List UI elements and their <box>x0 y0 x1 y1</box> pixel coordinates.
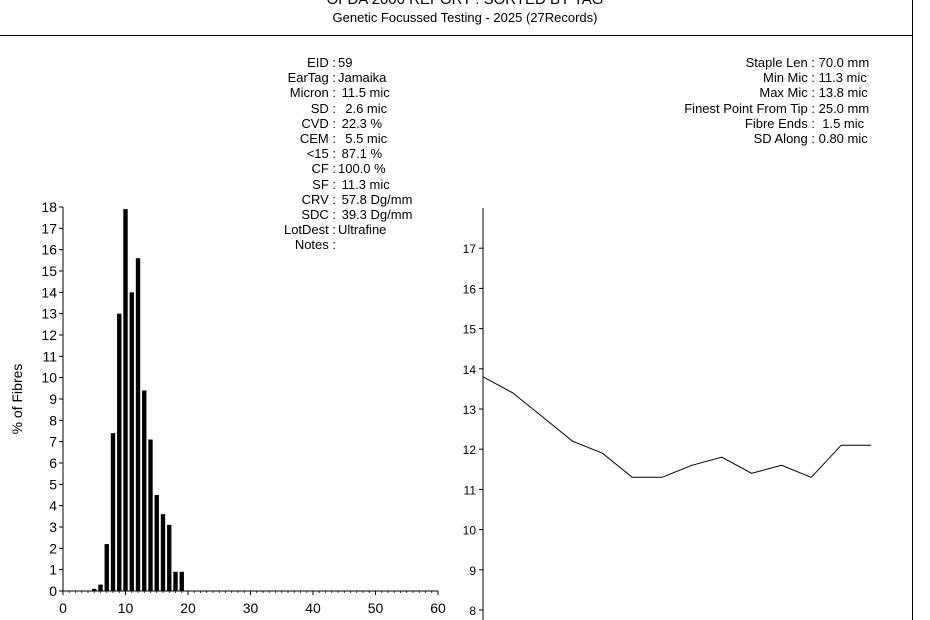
line-y-tick-label: 15 <box>463 323 477 337</box>
stat-value: 0.80 mic <box>815 131 868 146</box>
line-y-tick-label: 16 <box>463 282 477 296</box>
stat-label: <15 : <box>306 146 336 162</box>
stat-label: CF : <box>311 161 336 177</box>
line-y-tick-label: 14 <box>463 363 477 377</box>
hist-y-tick-label: 8 <box>49 412 57 428</box>
stat-label: EarTag : <box>287 70 336 86</box>
stat-label: Micron : <box>289 85 336 101</box>
stat-label: LotDest : <box>283 222 336 238</box>
hist-y-tick-label: 0 <box>49 583 57 599</box>
hist-x-tick-label: 40 <box>305 600 321 616</box>
stat-value: 1.5 mic <box>815 115 865 131</box>
hist-y-axis-label: % of Fibres <box>9 364 25 435</box>
stats-left-panel: EID :59 EarTag : Jamaika Micron : 11.5 mic S… <box>0 55 520 265</box>
stat-label: Notes : <box>294 237 336 253</box>
stats-right-panel: Staple Len : 70.0 mm Min Mic : 11.3 mic Ma… <box>0 55 930 155</box>
hist-y-tick-label: 11 <box>42 348 57 364</box>
hist-bar <box>154 495 159 591</box>
stat-value: 2.6 mic <box>338 100 388 116</box>
stat-label: EID : <box>307 55 336 70</box>
hist-bar <box>148 439 153 591</box>
stat-value: 11.3 mic <box>338 176 390 192</box>
stat-value: 70.0 mm <box>815 55 870 70</box>
stat-value: 87.1 % <box>338 146 383 162</box>
line-y-tick-label: 11 <box>464 483 477 497</box>
hist-bar <box>123 209 128 591</box>
stat-label: SD Along : <box>753 131 815 146</box>
hist-bar <box>98 584 103 591</box>
hist-y-tick-label: 18 <box>41 199 57 215</box>
stat-label: SF : <box>312 176 336 192</box>
stat-label: Finest Point From Tip : <box>684 100 815 116</box>
hist-x-tick-label: 30 <box>243 600 259 616</box>
hist-bar <box>179 571 184 591</box>
stat-label: CVD : <box>301 115 336 131</box>
hist-y-tick-label: 9 <box>49 391 57 407</box>
stat-value: Jamaika <box>338 70 387 86</box>
hist-y-tick-label: 16 <box>41 242 57 258</box>
hist-bar <box>135 258 141 591</box>
stat-value: 57.8 Dg/mm <box>338 191 413 207</box>
hist-y-tick-label: 4 <box>49 498 57 514</box>
hist-bar <box>160 514 166 591</box>
stat-label: Min Mic : <box>763 70 815 86</box>
hist-y-tick-label: 5 <box>49 476 57 492</box>
line-y-tick-label: 9 <box>469 564 476 578</box>
hist-x-tick-label: 0 <box>59 600 67 616</box>
stat-value: 59 <box>338 55 353 70</box>
stat-label: Staple Len : <box>745 55 815 70</box>
hist-y-tick-label: 1 <box>49 562 57 578</box>
hist-bar <box>167 524 172 591</box>
report-title: OFDA 2000 REPORT : SORTED BY TAG <box>0 0 930 8</box>
line-y-tick-label: 12 <box>463 443 477 457</box>
hist-bar <box>173 571 178 591</box>
stat-value: Ultrafine <box>338 222 387 238</box>
hist-bar <box>129 292 134 591</box>
stat-value: 25.0 mm <box>815 100 870 116</box>
stat-label: Max Mic : <box>759 85 815 101</box>
stat-value: 22.3 % <box>338 115 383 131</box>
stat-value: 5.5 mic <box>338 131 388 146</box>
stat-value: 11.5 mic <box>338 85 390 101</box>
hist-y-tick-label: 15 <box>41 263 57 279</box>
hist-y-tick-label: 17 <box>41 220 57 236</box>
hist-y-tick-label: 2 <box>49 540 57 556</box>
hist-y-tick-label: 13 <box>41 306 57 322</box>
hist-y-tick-label: 12 <box>41 327 57 343</box>
hist-bar <box>117 313 122 591</box>
hist-x-tick-label: 50 <box>368 600 384 616</box>
line-y-tick-label: 13 <box>463 403 477 417</box>
line-y-tick-label: 10 <box>463 524 477 538</box>
micron-profile-line <box>482 376 871 478</box>
hist-y-tick-label: 6 <box>49 455 57 471</box>
stat-label: CRV : <box>301 191 336 207</box>
hist-bar <box>104 544 109 591</box>
hist-x-tick-label: 10 <box>118 600 134 616</box>
hist-bar <box>142 390 147 591</box>
hist-y-tick-label: 7 <box>49 434 57 450</box>
hist-y-tick-label: 10 <box>41 370 57 386</box>
header-divider <box>0 35 912 36</box>
stat-value: 100.0 % <box>338 161 386 177</box>
hist-bar <box>110 433 116 591</box>
stat-label: CEM : <box>299 131 336 146</box>
stat-value: 11.3 mic <box>815 70 867 86</box>
stat-label: SDC : <box>301 207 336 222</box>
right-border <box>912 0 913 620</box>
line-y-tick-label: 17 <box>463 242 477 256</box>
report-subtitle: Genetic Focussed Testing - 2025 (27Recor… <box>332 10 598 25</box>
stat-label: Fibre Ends : <box>744 115 815 131</box>
hist-x-tick-label: 60 <box>430 600 446 616</box>
hist-x-tick-label: 20 <box>180 600 196 616</box>
hist-y-tick-label: 3 <box>49 519 57 535</box>
hist-y-tick-label: 14 <box>41 284 57 300</box>
hist-bar <box>92 588 97 591</box>
line-y-tick-label: 8 <box>469 604 476 618</box>
stat-value: 39.3 Dg/mm <box>338 207 413 222</box>
stat-label: SD : <box>310 100 336 116</box>
stat-value: 13.8 mic <box>815 85 868 101</box>
